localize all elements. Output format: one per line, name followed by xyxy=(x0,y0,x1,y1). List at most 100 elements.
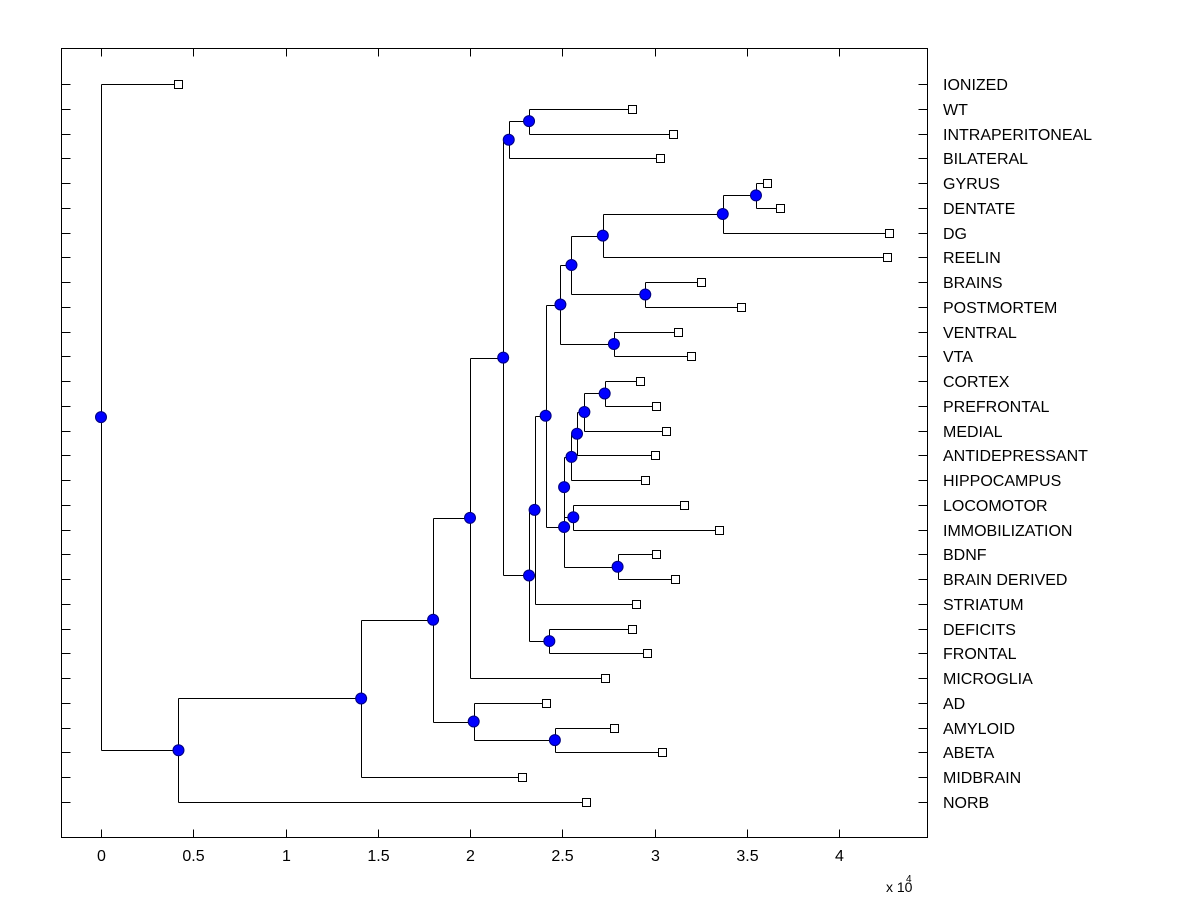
leaf-marker xyxy=(610,724,619,733)
leaf-labels: IONIZED WT INTRAPERITONEAL BILATERAL GYRUS DE… xyxy=(943,77,1092,812)
internal-node-marker xyxy=(716,207,729,220)
leaf-marker xyxy=(636,377,645,386)
leaf-label: LOCOMOTOR xyxy=(943,498,1048,515)
leaf-marker xyxy=(687,352,696,361)
leaf-label: AMYLOID xyxy=(943,721,1015,738)
leaf-label: VTA xyxy=(943,349,973,366)
internal-node-marker xyxy=(596,229,609,242)
leaf-label: PREFRONTAL xyxy=(943,399,1049,416)
internal-node-marker xyxy=(523,115,536,128)
x-tick-label: 0.5 xyxy=(182,848,204,865)
internal-node-marker xyxy=(598,387,611,400)
leaf-marker xyxy=(651,451,660,460)
leaf-marker xyxy=(632,600,641,609)
leaf-label: STRIATUM xyxy=(943,597,1024,614)
leaf-label: DEFICITS xyxy=(943,622,1016,639)
internal-node-marker xyxy=(749,189,762,202)
internal-node-marker xyxy=(565,450,578,463)
internal-node-marker xyxy=(523,569,536,582)
leaf-marker xyxy=(174,80,183,89)
x-multiplier-exponent: 4 xyxy=(906,874,912,885)
leaf-marker xyxy=(763,179,772,188)
internal-node-marker xyxy=(355,692,368,705)
x-tick-label: 1.5 xyxy=(367,848,389,865)
leaf-marker xyxy=(601,674,610,683)
internal-node-marker xyxy=(427,613,440,626)
leaf-marker xyxy=(669,130,678,139)
leaf-label: POSTMORTEM xyxy=(943,300,1057,317)
leaf-label: IONIZED xyxy=(943,77,1008,94)
leaf-label: GYRUS xyxy=(943,176,1000,193)
leaf-marker xyxy=(671,575,680,584)
leaf-marker xyxy=(662,427,671,436)
leaf-label: CORTEX xyxy=(943,374,1010,391)
leaf-label: INTRAPERITONEAL xyxy=(943,127,1092,144)
internal-node-marker xyxy=(554,298,567,311)
leaf-marker xyxy=(737,303,746,312)
leaf-marker xyxy=(628,105,637,114)
leaf-marker xyxy=(542,699,551,708)
leaf-label: BRAIN DERIVED xyxy=(943,572,1067,589)
leaf-marker xyxy=(697,278,706,287)
leaf-label: MICROGLIA xyxy=(943,671,1033,688)
internal-node-marker xyxy=(558,481,571,494)
internal-node-marker xyxy=(543,635,556,648)
leaf-label: DENTATE xyxy=(943,201,1015,218)
leaf-label: BILATERAL xyxy=(943,151,1028,168)
internal-node-marker xyxy=(467,715,480,728)
x-tick-labels: 0 0.5 1 1.5 2 2.5 3 3.5 4 xyxy=(97,848,844,865)
axis-ticks xyxy=(61,48,928,838)
leaf-marker xyxy=(641,476,650,485)
leaf-marker xyxy=(652,550,661,559)
leaf-marker xyxy=(776,204,785,213)
leaf-label: MIDBRAIN xyxy=(943,770,1021,787)
leaf-marker xyxy=(715,526,724,535)
internal-node-marker xyxy=(464,511,476,524)
x-tick-label: 0 xyxy=(97,848,106,865)
leaf-markers xyxy=(174,80,894,807)
leaf-label: WT xyxy=(943,102,968,119)
leaf-marker xyxy=(643,649,652,658)
leaf-marker xyxy=(680,501,689,510)
x-multiplier-label: x 10 xyxy=(886,879,913,895)
x-tick-label: 2.5 xyxy=(551,848,573,865)
x-tick-label: 3 xyxy=(651,848,660,865)
internal-node-marker xyxy=(639,288,652,301)
leaf-label: FRONTAL xyxy=(943,646,1017,663)
internal-node-marker xyxy=(95,411,107,424)
internal-node-marker xyxy=(578,406,591,419)
leaf-label: NORB xyxy=(943,795,989,812)
internal-node-marker xyxy=(539,409,552,422)
internal-node-marker xyxy=(611,560,624,573)
leaf-label: BDNF xyxy=(943,547,987,564)
leaf-marker xyxy=(885,229,894,238)
internal-node-marker xyxy=(548,734,561,747)
leaf-marker xyxy=(628,625,637,634)
leaf-marker xyxy=(652,402,661,411)
leaf-label: ABETA xyxy=(943,745,995,762)
x-tick-label: 2 xyxy=(466,848,475,865)
leaf-label: HIPPOCAMPUS xyxy=(943,473,1061,490)
x-tick-label: 3.5 xyxy=(736,848,758,865)
x-tick-label: 1 xyxy=(282,848,291,865)
internal-node-marker xyxy=(607,337,620,350)
internal-node-marker xyxy=(528,503,541,516)
x-tick-label: 4 xyxy=(835,848,844,865)
leaf-marker xyxy=(883,253,892,262)
internal-node-marker xyxy=(497,351,510,364)
leaf-label: BRAINS xyxy=(943,275,1003,292)
internal-node-marker xyxy=(565,259,578,272)
leaf-label: VENTRAL xyxy=(943,325,1017,342)
leaf-marker xyxy=(582,798,591,807)
internal-node-marker xyxy=(172,744,185,757)
internal-node-marker xyxy=(567,511,580,524)
internal-node-marker xyxy=(558,520,571,533)
leaf-label: MEDIAL xyxy=(943,424,1003,441)
leaf-label: AD xyxy=(943,696,965,713)
internal-nodes xyxy=(95,115,762,757)
internal-node-marker xyxy=(502,133,515,146)
plot-area xyxy=(61,48,928,838)
leaf-marker xyxy=(518,773,527,782)
leaf-marker xyxy=(656,154,665,163)
